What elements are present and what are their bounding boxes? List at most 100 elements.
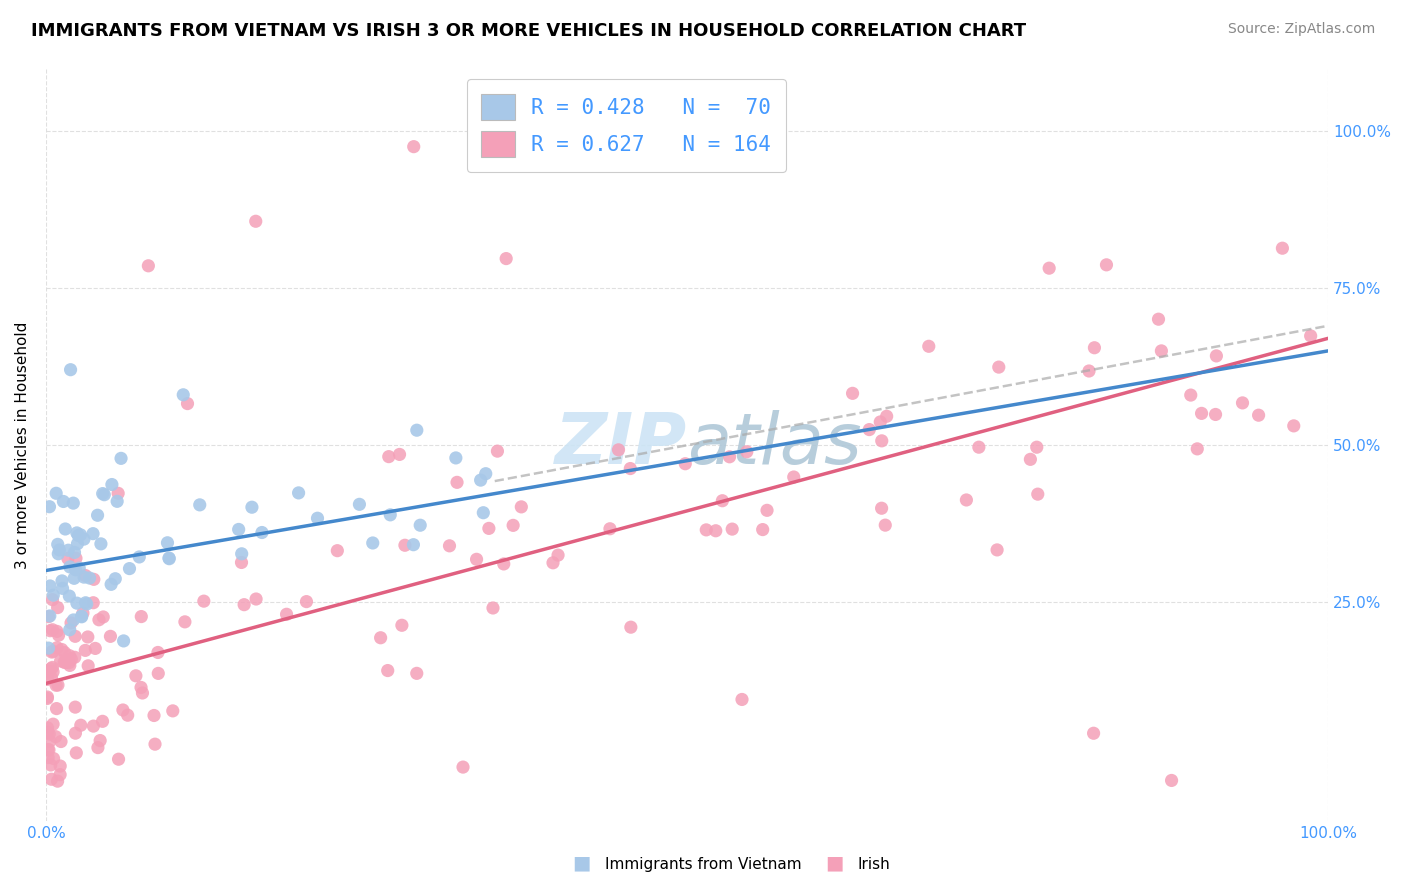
- Point: [100, 577, 122, 591]
- Point: [79, 571, 101, 585]
- Point: [37, 609, 59, 624]
- Point: [718, 450, 741, 464]
- Point: [1078, 364, 1101, 378]
- Point: [76, 597, 98, 611]
- Point: [1083, 726, 1105, 740]
- Point: [101, 477, 124, 491]
- Point: [58, 656, 80, 670]
- Point: [1160, 773, 1182, 788]
- Text: ZIP: ZIP: [555, 410, 688, 480]
- Point: [100, 629, 122, 643]
- Point: [53, 655, 76, 669]
- Point: [84, 641, 107, 656]
- Point: [245, 214, 267, 228]
- Point: [46, 537, 69, 551]
- Point: [245, 592, 267, 607]
- Point: [42, 588, 65, 602]
- Point: [174, 615, 197, 629]
- Point: [45, 486, 67, 500]
- Point: [69, 528, 91, 542]
- Point: [541, 556, 564, 570]
- Point: [176, 396, 198, 410]
- Point: [46, 640, 69, 655]
- Point: [58, 589, 80, 603]
- Point: [37, 742, 59, 756]
- Point: [42, 644, 65, 658]
- Point: [39, 758, 62, 772]
- Point: [711, 493, 734, 508]
- Point: [986, 542, 1008, 557]
- Point: [1019, 452, 1042, 467]
- Point: [955, 492, 977, 507]
- Point: [326, 543, 349, 558]
- Point: [599, 522, 621, 536]
- Point: [388, 447, 411, 461]
- Point: [41, 645, 63, 659]
- Point: [65, 726, 87, 740]
- Point: [49, 654, 72, 668]
- Point: [704, 524, 727, 538]
- Point: [58, 543, 80, 558]
- Point: [349, 497, 371, 511]
- Point: [1282, 418, 1305, 433]
- Point: [502, 518, 524, 533]
- Point: [751, 523, 773, 537]
- Point: [37, 721, 59, 735]
- Text: Immigrants from Vietnam: Immigrants from Vietnam: [605, 857, 801, 872]
- Point: [37, 691, 59, 706]
- Point: [287, 486, 309, 500]
- Point: [62, 613, 84, 627]
- Point: [52, 494, 75, 508]
- Point: [42, 665, 65, 679]
- Point: [1191, 406, 1213, 420]
- Text: ■: ■: [825, 854, 844, 872]
- Point: [70, 609, 93, 624]
- Point: [620, 620, 643, 634]
- Point: [295, 594, 318, 608]
- Point: [394, 538, 416, 552]
- Legend: R = 0.428   N =  70, R = 0.627   N = 164: R = 0.428 N = 70, R = 0.627 N = 164: [467, 78, 786, 172]
- Point: [731, 692, 754, 706]
- Point: [51, 642, 73, 657]
- Point: [869, 415, 891, 429]
- Point: [193, 594, 215, 608]
- Point: [89, 733, 111, 747]
- Point: [58, 648, 80, 663]
- Point: [69, 718, 91, 732]
- Point: [107, 752, 129, 766]
- Point: [967, 440, 990, 454]
- Point: [492, 557, 515, 571]
- Point: [472, 506, 495, 520]
- Point: [48, 628, 70, 642]
- Point: [45, 701, 67, 715]
- Point: [41, 623, 63, 637]
- Point: [619, 461, 641, 475]
- Point: [41, 772, 63, 787]
- Text: Irish: Irish: [858, 857, 890, 872]
- Point: [138, 259, 160, 273]
- Point: [60, 615, 83, 630]
- Point: [240, 500, 263, 515]
- Point: [55, 656, 77, 670]
- Point: [42, 717, 65, 731]
- Point: [53, 646, 76, 660]
- Point: [148, 666, 170, 681]
- Point: [721, 522, 744, 536]
- Point: [37, 673, 59, 687]
- Point: [1247, 408, 1270, 422]
- Point: [1095, 258, 1118, 272]
- Point: [37, 690, 59, 704]
- Point: [1271, 241, 1294, 255]
- Point: [45, 730, 67, 744]
- Point: [1299, 329, 1322, 343]
- Point: [870, 434, 893, 448]
- Point: [51, 574, 73, 588]
- Point: [444, 450, 467, 465]
- Point: [63, 629, 86, 643]
- Point: [474, 467, 496, 481]
- Point: [75, 643, 97, 657]
- Point: [49, 759, 72, 773]
- Point: [987, 360, 1010, 375]
- Point: [59, 623, 82, 637]
- Point: [41, 671, 63, 685]
